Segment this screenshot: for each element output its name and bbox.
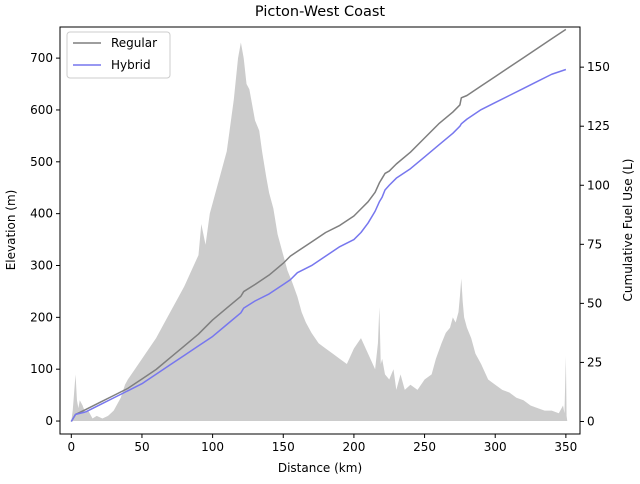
x-tick-label: 150 xyxy=(272,440,295,454)
y-tick-label: 100 xyxy=(30,362,53,376)
x-axis-ticks: 0 50 100 150 200 250 300 350 xyxy=(67,434,577,454)
y-tick-label: 500 xyxy=(30,155,53,169)
y2-axis-label: Cumulative Fuel Use (L) xyxy=(621,159,635,302)
y2-axis-ticks: 0 25 50 75 100 125 150 xyxy=(580,60,610,428)
chart-title: Picton-West Coast xyxy=(255,4,386,20)
y2-tick-label: 50 xyxy=(587,296,602,310)
y-tick-label: 700 xyxy=(30,51,53,65)
x-tick-label: 50 xyxy=(134,440,149,454)
legend: Regular Hybrid xyxy=(66,31,171,79)
x-tick-label: 100 xyxy=(201,440,224,454)
y2-tick-label: 0 xyxy=(587,414,595,428)
series-line-regular xyxy=(70,28,567,422)
y-tick-label: 0 xyxy=(45,414,53,428)
y2-tick-label: 150 xyxy=(587,60,610,74)
x-tick-label: 300 xyxy=(484,440,507,454)
plot-frame xyxy=(59,26,581,435)
elevation-layer xyxy=(71,42,568,422)
y-tick-label: 200 xyxy=(30,310,53,324)
series-lines-layer xyxy=(70,28,567,422)
legend-label-hybrid: Hybrid xyxy=(111,58,151,72)
y2-tick-label: 25 xyxy=(587,355,602,369)
y2-tick-label: 125 xyxy=(587,119,610,133)
series-line-hybrid xyxy=(70,68,567,422)
x-axis-label: Distance (km) xyxy=(278,461,362,475)
x-tick-label: 0 xyxy=(67,440,75,454)
x-tick-label: 200 xyxy=(342,440,365,454)
y-tick-label: 600 xyxy=(30,103,53,117)
y2-tick-label: 75 xyxy=(587,237,602,251)
elevation-area xyxy=(71,42,568,422)
y-axis-label: Elevation (m) xyxy=(4,190,18,271)
y2-tick-label: 100 xyxy=(587,178,610,192)
legend-label-regular: Regular xyxy=(111,36,157,50)
y-tick-label: 400 xyxy=(30,207,53,221)
y-tick-label: 300 xyxy=(30,258,53,272)
x-tick-label: 250 xyxy=(413,440,436,454)
y-axis-ticks: 0 100 200 300 400 500 600 700 xyxy=(30,51,60,428)
x-tick-label: 350 xyxy=(554,440,577,454)
